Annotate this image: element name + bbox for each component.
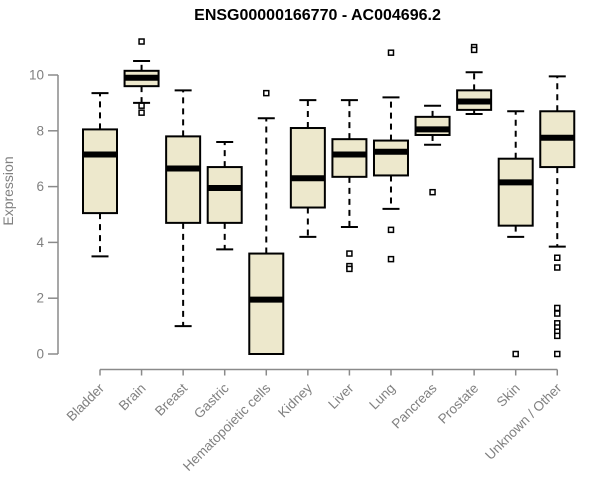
category-label-skin: Skin [494,381,523,410]
box-kidney [289,99,326,238]
iqr-box [82,128,118,215]
y-tick-label: 8 [36,123,44,138]
iqr-box [165,135,202,224]
outlier-point [554,264,561,271]
iqr-box [248,252,285,355]
outlier-point [554,310,561,317]
outlier-point [512,350,519,358]
category-label-lung: Lung [366,381,398,413]
y-tick-labels: 0 2 4 6 8 10 [29,68,45,362]
outlier-point [554,350,561,358]
outlier-point [429,188,436,196]
box-prostate [456,43,493,116]
outlier-point [387,49,395,56]
outlier-point [470,46,478,54]
y-tick-label: 0 [36,347,44,362]
category-label-liver: Liver [325,380,357,412]
outlier-point [554,304,561,312]
box-bladder [82,92,118,258]
y-tick-label: 10 [29,68,44,83]
category-label-breast: Breast [152,380,190,418]
outlier-point [554,332,561,340]
category-label-unknown-other: Unknown / Other [482,380,565,463]
box-breast [165,89,202,328]
iqr-box [497,157,534,227]
iqr-box [289,127,326,209]
category-label-prostate: Prostate [435,381,481,427]
iqr-box [206,166,243,224]
box-brain [123,38,160,116]
box-skin [497,110,534,358]
chart-title: ENSG00000166770 - AC004696.2 [194,7,441,24]
outlier-point [554,254,561,261]
outlier-point [387,255,395,263]
category-label-pancreas: Pancreas [389,380,440,431]
outlier-point [263,89,270,97]
category-label-brain: Brain [116,381,149,414]
box-pancreas [414,104,451,196]
iqr-box [372,139,409,177]
outlier-point [138,109,145,116]
iqr-box [331,138,368,178]
category-label-bladder: Bladder [64,380,108,424]
outlier-point [138,38,145,45]
box-unknown-other [539,75,576,358]
x-axis [99,368,559,376]
category-label-gastric: Gastric [191,380,232,421]
outlier-point [387,226,395,234]
box-liver [331,99,368,273]
category-label-kidney: Kidney [275,380,315,420]
y-axis [48,74,59,355]
box-hematopoietic-cells [248,89,285,355]
y-tick-label: 2 [36,291,44,306]
outlier-point [346,265,353,273]
y-tick-label: 4 [36,235,44,250]
box-gastric [206,140,243,251]
outlier-point [138,102,145,109]
y-tick-label: 6 [36,179,44,194]
box-lung [372,49,409,263]
outlier-point [346,250,353,257]
